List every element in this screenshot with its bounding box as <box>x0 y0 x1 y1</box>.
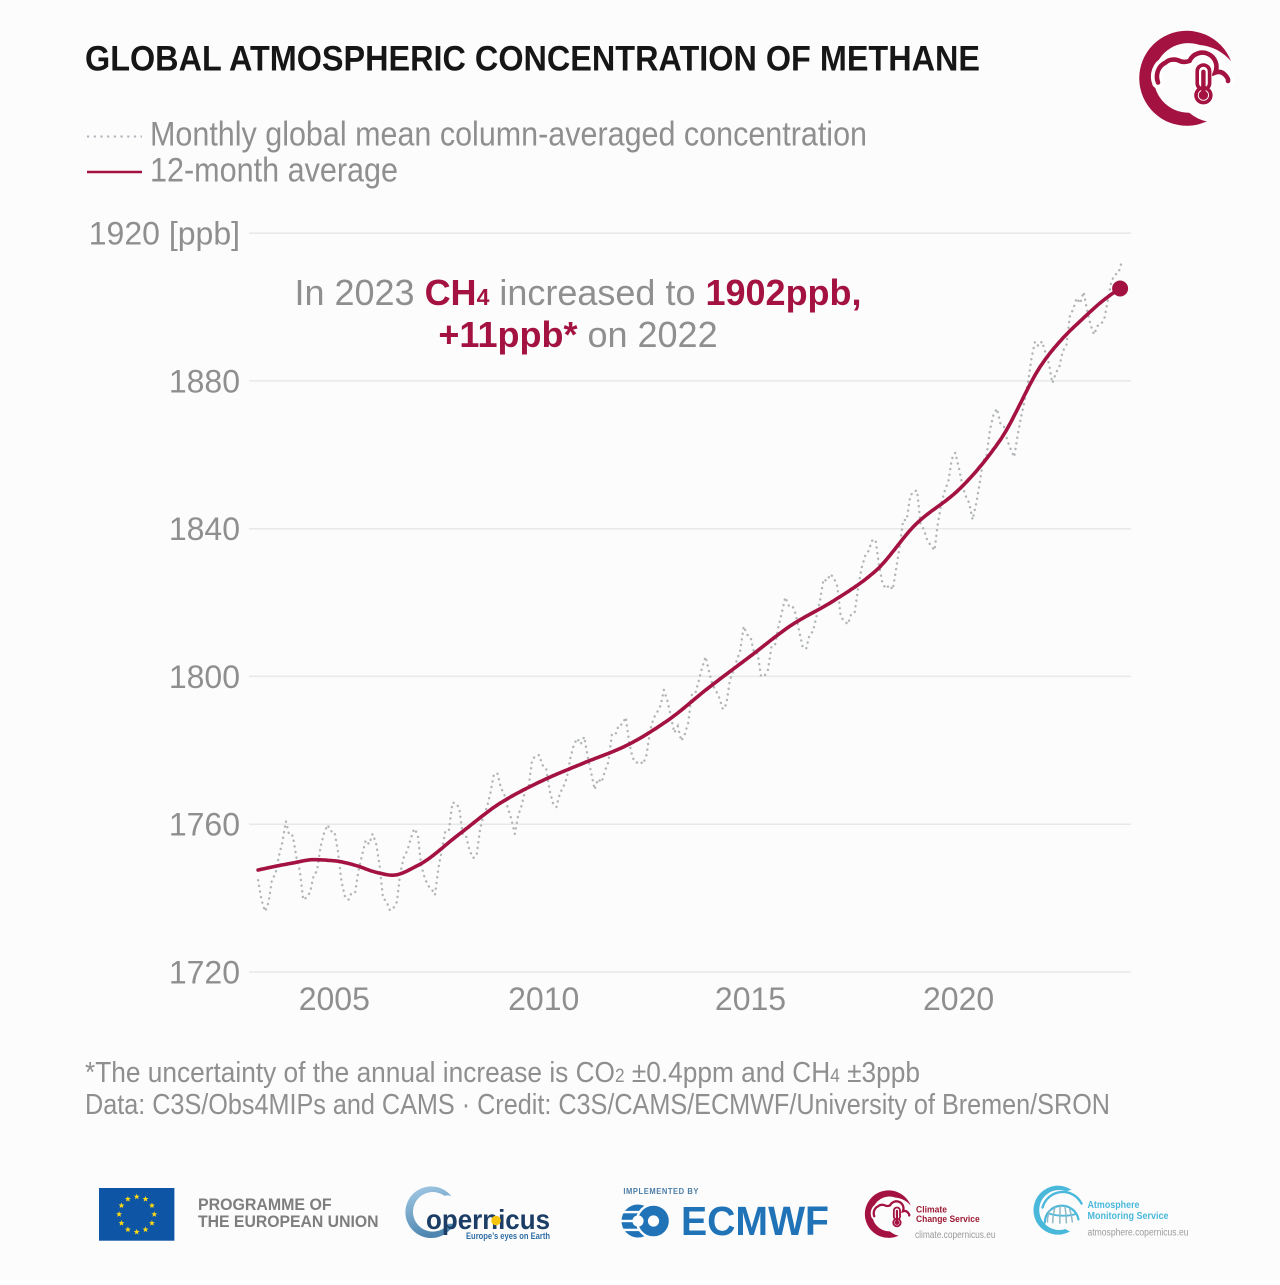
svg-text:2015: 2015 <box>715 981 786 1017</box>
svg-text:Monitoring Service: Monitoring Service <box>1088 1210 1169 1222</box>
svg-text:Monthly global mean column-ave: Monthly global mean column-averaged conc… <box>150 116 867 154</box>
svg-text:1920 [ppb]: 1920 [ppb] <box>89 216 240 252</box>
svg-text:IMPLEMENTED BY: IMPLEMENTED BY <box>623 1187 699 1196</box>
svg-text:In 2023 CH4 increased to 1902p: In 2023 CH4 increased to 1902ppb, <box>294 272 861 313</box>
svg-text:1880: 1880 <box>169 363 240 399</box>
svg-text:12-month average: 12-month average <box>150 152 398 190</box>
svg-text:THE EUROPEAN UNION: THE EUROPEAN UNION <box>198 1212 379 1231</box>
svg-text:Europe’s eyes on Earth: Europe’s eyes on Earth <box>466 1231 550 1242</box>
svg-text:1720: 1720 <box>169 955 240 991</box>
svg-text:2020: 2020 <box>923 981 994 1017</box>
svg-text:1840: 1840 <box>169 511 240 547</box>
svg-text:Atmosphere: Atmosphere <box>1088 1199 1140 1211</box>
svg-text:PROGRAMME OF: PROGRAMME OF <box>198 1195 332 1214</box>
svg-text:*The uncertainty of the annual: *The uncertainty of the annual increase … <box>85 1057 920 1089</box>
svg-text:GLOBAL ATMOSPHERIC CONCENTRATI: GLOBAL ATMOSPHERIC CONCENTRATION OF METH… <box>85 40 980 79</box>
svg-text:1760: 1760 <box>169 807 240 843</box>
svg-text:+11ppb* on 2022: +11ppb* on 2022 <box>438 314 717 355</box>
svg-text:1800: 1800 <box>169 659 240 695</box>
svg-text:2010: 2010 <box>508 981 579 1017</box>
svg-text:opernicus: opernicus <box>426 1204 550 1235</box>
svg-text:climate.copernicus.eu: climate.copernicus.eu <box>915 1230 996 1241</box>
svg-text:ECMWF: ECMWF <box>681 1198 829 1244</box>
svg-text:Change Service: Change Service <box>916 1214 980 1225</box>
svg-text:Data: C3S/Obs4MIPs and CAMS ·: Data: C3S/Obs4MIPs and CAMS · Credit: C3… <box>85 1089 1110 1121</box>
svg-text:atmosphere.copernicus.eu: atmosphere.copernicus.eu <box>1088 1228 1189 1239</box>
svg-text:2005: 2005 <box>299 981 370 1017</box>
svg-text:Climate: Climate <box>916 1205 947 1216</box>
